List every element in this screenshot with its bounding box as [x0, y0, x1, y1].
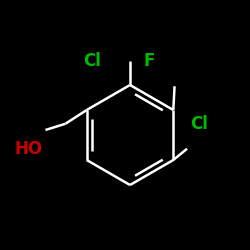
Text: F: F — [143, 52, 154, 70]
Text: Cl: Cl — [84, 52, 102, 70]
Text: Cl: Cl — [190, 115, 208, 133]
Text: HO: HO — [15, 140, 43, 158]
